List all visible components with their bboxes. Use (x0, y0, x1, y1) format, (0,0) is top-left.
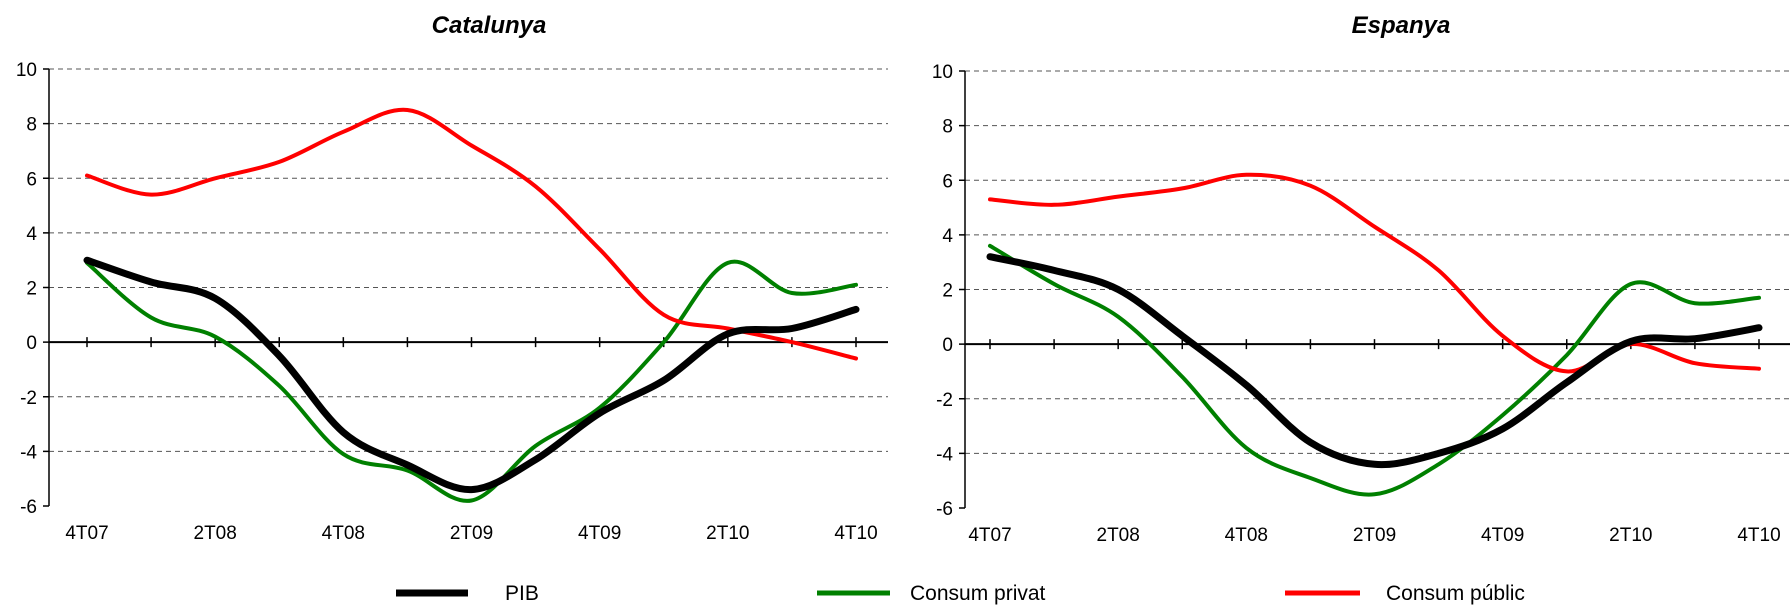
series-line-consum-p-blic (85, 107, 858, 361)
legend-label: Consum públic (1386, 582, 1525, 605)
chart-espanya: Espanya -6 -4 -2 0 2 4 6 8 10 4T07 2T08 4T08 2T09 4T0… (932, 12, 1790, 546)
y-tick-label: -6 (936, 499, 953, 520)
series-line-consum-privat (988, 243, 1761, 497)
x-tick-label: 2T08 (1097, 525, 1140, 546)
legend-item-consum-privat: Consum privat (817, 582, 1046, 605)
chart-title: Catalunya (432, 12, 547, 39)
series-line-pib (83, 256, 860, 494)
y-tick-label: 4 (26, 224, 37, 245)
x-tick-label: 2T09 (1353, 525, 1396, 546)
legend: PIB Consum privat Consum públic (396, 582, 1525, 605)
x-tick-label: 4T10 (1737, 525, 1780, 546)
x-tick-label: 4T09 (578, 523, 621, 544)
x-tick-label: 2T10 (706, 523, 749, 544)
y-tick-label: 0 (26, 333, 37, 354)
legend-item-pib: PIB (396, 582, 539, 605)
y-tick-label: -2 (20, 388, 37, 409)
y-tick-label: -4 (20, 442, 37, 463)
y-tick-label: 6 (942, 171, 953, 192)
x-tick-label: 2T10 (1609, 525, 1652, 546)
y-tick-label: 0 (942, 335, 953, 356)
x-tick-label: 4T09 (1481, 525, 1524, 546)
chart-title: Espanya (1352, 12, 1451, 39)
y-tick-label: -4 (936, 444, 953, 465)
y-tick-label: -2 (936, 390, 953, 411)
y-tick-label: 8 (942, 117, 953, 138)
x-tick-label: 4T10 (834, 523, 877, 544)
y-tick-label: 6 (26, 169, 37, 190)
y-tick-label: -6 (20, 497, 37, 518)
chart-catalunya: Catalunya -6 -4 -2 0 2 4 6 8 10 4T07 2T08 4T08 2T09 4… (16, 12, 888, 544)
x-tick-label: 4T07 (65, 523, 108, 544)
y-tick-label: 10 (16, 60, 37, 81)
x-tick-label: 2T09 (450, 523, 493, 544)
y-tick-label: 2 (942, 281, 953, 302)
x-tick-label: 4T08 (322, 523, 365, 544)
legend-label: PIB (505, 582, 539, 605)
y-tick-label: 4 (942, 226, 953, 247)
x-tick-label: 4T08 (1225, 525, 1268, 546)
y-tick-label: 10 (932, 62, 953, 83)
y-tick-label: 2 (26, 279, 37, 300)
y-tick-label: 8 (26, 115, 37, 136)
x-tick-label: 2T08 (194, 523, 237, 544)
legend-item-consum-public: Consum públic (1285, 582, 1525, 605)
series-line-consum-privat (85, 259, 858, 503)
x-tick-label: 4T07 (968, 525, 1011, 546)
series-line-pib (986, 253, 1763, 469)
legend-label: Consum privat (910, 582, 1046, 605)
